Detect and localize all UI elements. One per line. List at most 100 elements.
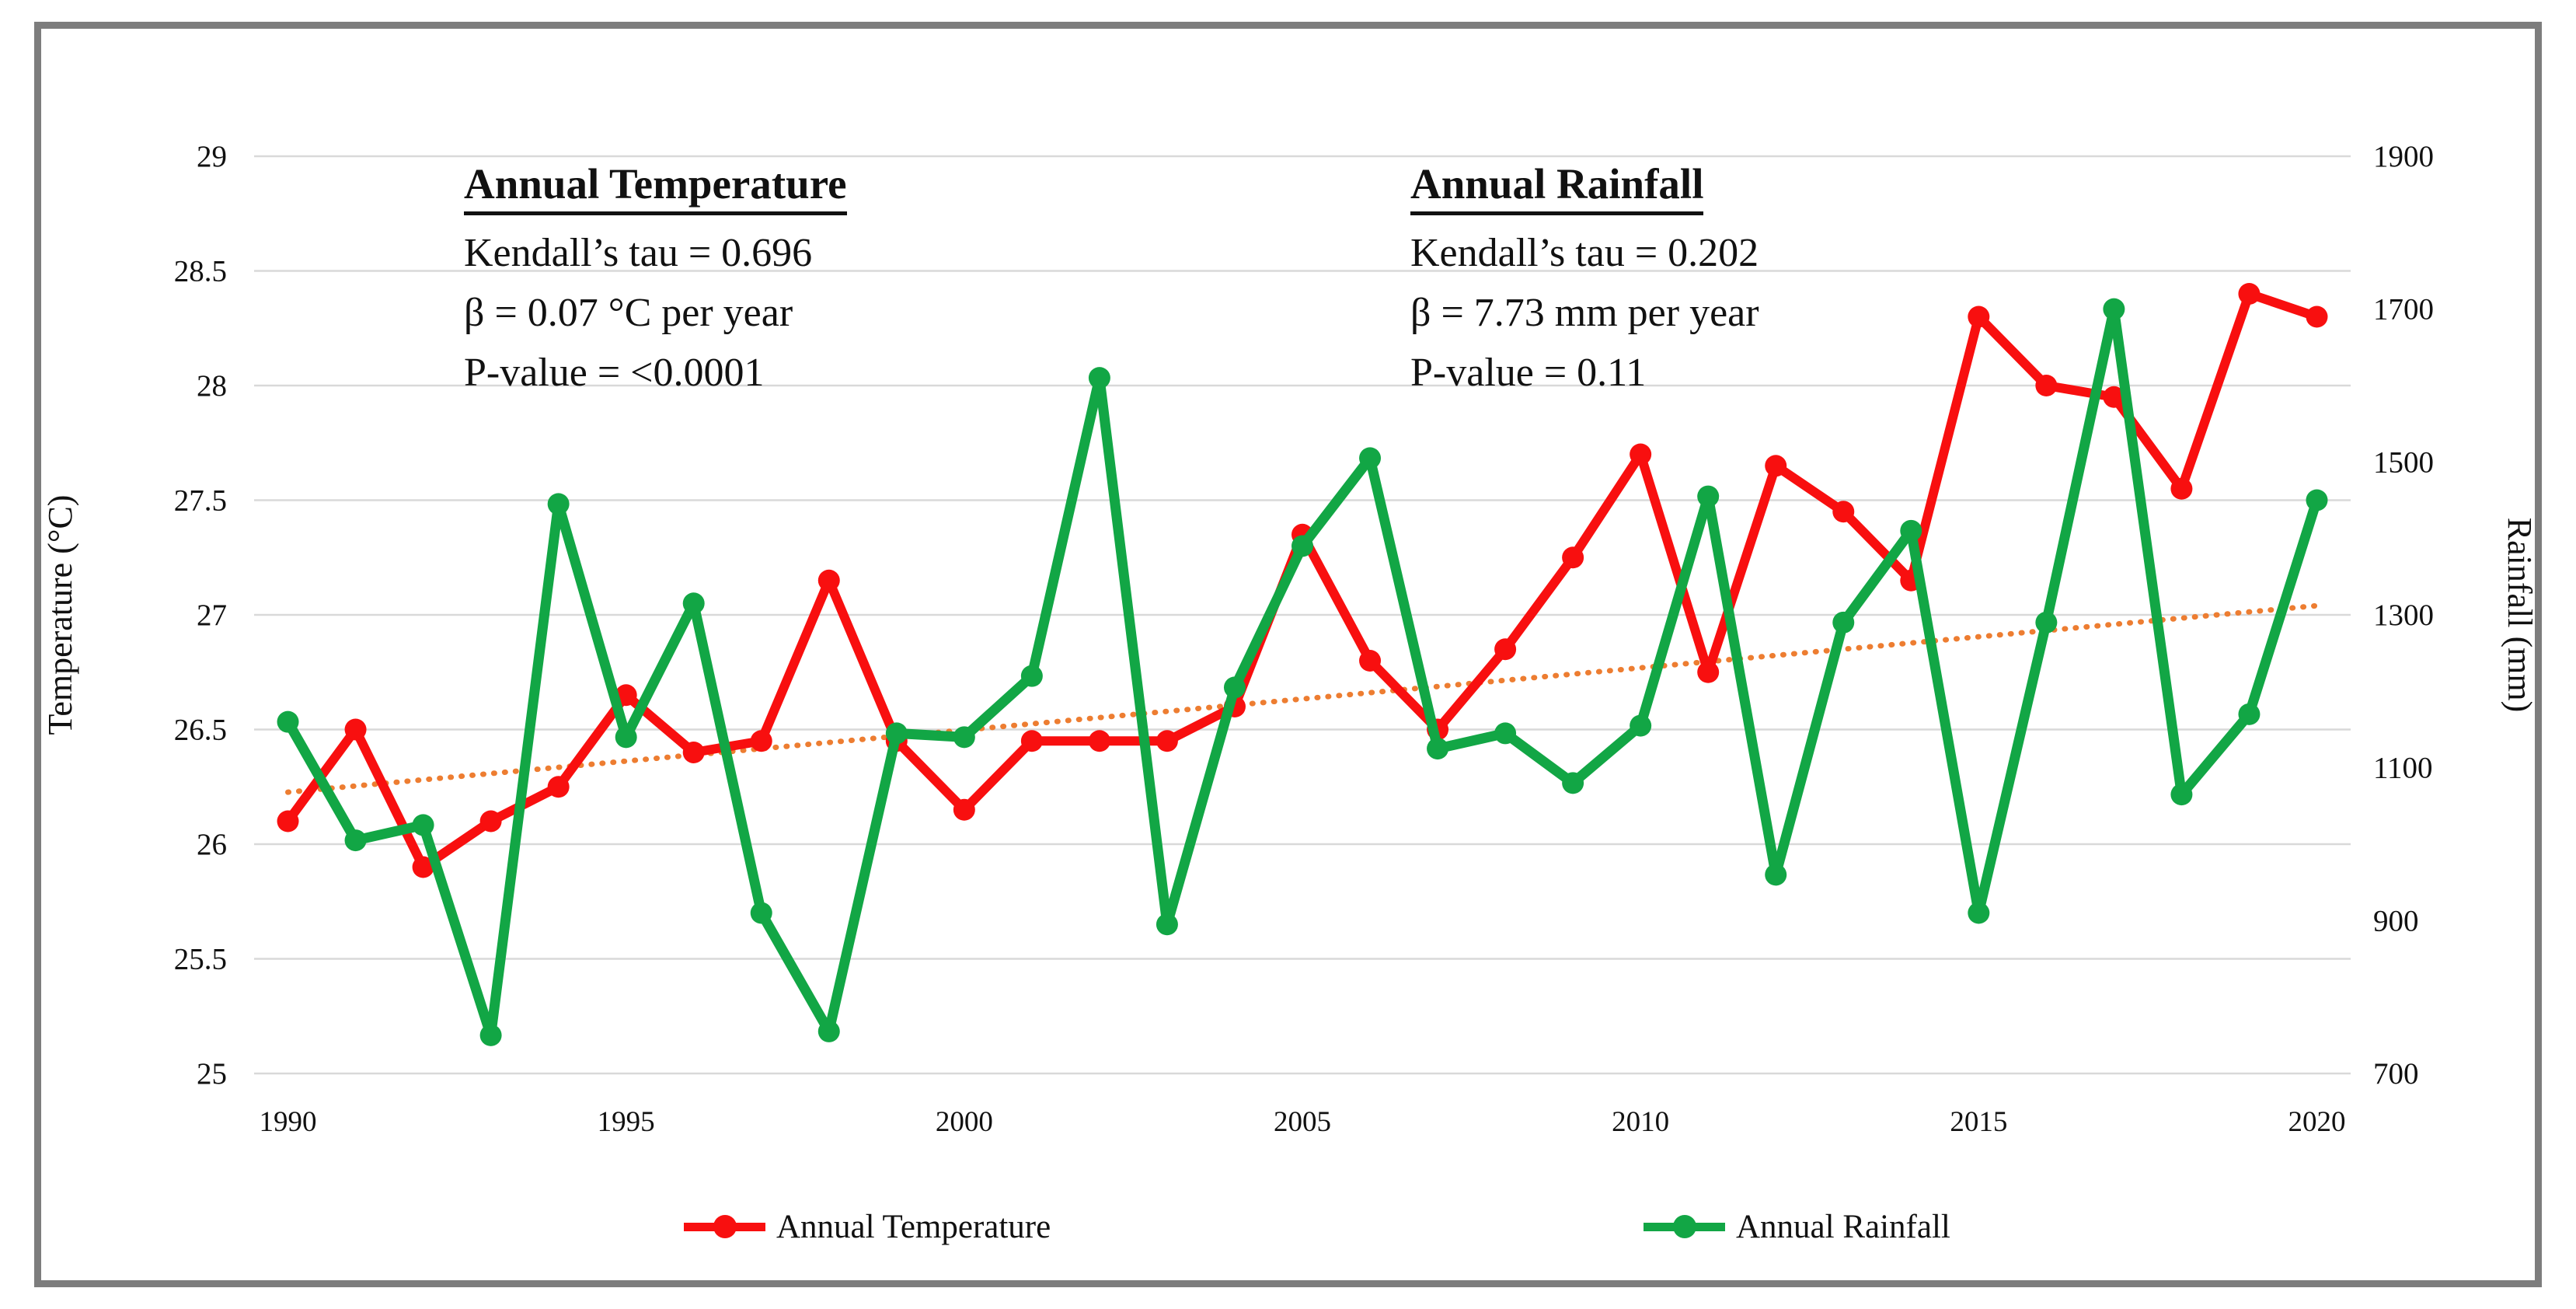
legend-label-annual-rainfall: Annual Rainfall (1736, 1208, 1950, 1245)
temperature-data-point (1088, 730, 1110, 752)
temperature-legend-marker-icon (684, 1215, 765, 1238)
rainfall-data-point (1630, 714, 1652, 737)
rainfall-data-point (547, 493, 570, 515)
rainfall-data-point (885, 722, 908, 745)
rainfall-legend-marker-icon (1644, 1215, 1725, 1238)
rainfall-data-point (1088, 367, 1110, 389)
legend-item-annual-temperature: Annual Temperature (684, 1203, 1051, 1250)
temperature-data-point (1630, 443, 1652, 466)
rainfall-data-point (277, 710, 299, 733)
rainfall-data-point (2306, 489, 2328, 511)
x-axis-tick-label: 2005 (1274, 1106, 1331, 1138)
left-axis-tick-label: 27.5 (174, 484, 227, 518)
rainfall-legend-dot-icon (1672, 1215, 1696, 1238)
rainfall-kendall-tau: Kendall’s tau = 0.202 (1410, 231, 1759, 275)
temperature-data-point (277, 810, 299, 833)
rainfall-series-line (283, 304, 2322, 1041)
rainfall-data-point (1156, 913, 1178, 936)
temperature-kendall-tau: Kendall’s tau = 0.696 (464, 231, 813, 275)
right-axis-tick-label: 1500 (2373, 445, 2434, 479)
left-axis-tick-label: 29 (197, 140, 227, 173)
right-axis-tick-label: 900 (2373, 904, 2419, 937)
rainfall-data-point (1223, 676, 1246, 699)
rainfall-beta-slope: β = 7.73 mm per year (1410, 291, 1759, 335)
left-axis-tick-label: 28.5 (174, 255, 227, 288)
temperature-stats-annotation: Annual Temperature Kendall’s tau = 0.696… (464, 160, 847, 403)
x-axis-tick-label: 1995 (598, 1106, 655, 1138)
temperature-annotation-title: Annual Temperature (464, 160, 847, 215)
rainfall-data-point (479, 1024, 502, 1046)
x-axis-tick-label: 1990 (260, 1106, 317, 1138)
rainfall-data-point (1291, 535, 1313, 557)
right-axis-tick-label: 1900 (2373, 140, 2434, 173)
rainfall-data-point (1832, 611, 1855, 634)
temperature-data-point (1494, 638, 1517, 661)
left-axis-tick-label: 25.5 (174, 943, 227, 976)
left-axis-tick-label: 28 (197, 369, 227, 403)
rainfall-data-point (1968, 902, 1990, 924)
temperature-data-point (1020, 730, 1043, 752)
temperature-data-point (1562, 546, 1584, 569)
rainfall-data-point (1697, 485, 1720, 508)
left-axis-tick-label: 27 (197, 599, 227, 632)
chart-legend: Annual Temperature Annual Rainfall (0, 1203, 2576, 1250)
x-axis-tick-label: 2020 (2288, 1106, 2345, 1138)
rainfall-data-point (2035, 611, 2058, 634)
rainfall-data-point (615, 726, 637, 749)
rainfall-annotation-title: Annual Rainfall (1410, 160, 1704, 215)
x-axis-tick-label: 2000 (936, 1106, 993, 1138)
temperature-data-point (547, 776, 570, 798)
temperature-beta-slope: β = 0.07 °C per year (464, 291, 793, 335)
temperature-data-point (2170, 477, 2193, 500)
rainfall-data-point (2103, 298, 2125, 320)
temperature-legend-dot-icon (713, 1215, 737, 1238)
left-axis-tick-label: 26.5 (174, 714, 227, 747)
right-axis-tick-label: 1700 (2373, 293, 2434, 326)
rainfall-data-point (1494, 722, 1517, 745)
rainfall-data-point (1359, 447, 1382, 469)
temperature-data-point (1697, 661, 1720, 683)
temperature-data-point (479, 810, 502, 833)
rainfall-trendline (285, 602, 2320, 795)
rainfall-data-point (1427, 738, 1449, 760)
rainfall-data-point (682, 592, 705, 615)
rainfall-p-value: P-value = 0.11 (1410, 351, 1647, 395)
rainfall-data-point (1765, 864, 1787, 886)
rainfall-data-point (1562, 772, 1584, 794)
rainfall-data-point (1900, 519, 1922, 542)
temperature-data-point (1765, 455, 1787, 477)
temperature-data-point (412, 856, 434, 878)
left-axis-tick-label: 26 (197, 828, 227, 861)
right-axis-tick-label: 700 (2373, 1057, 2419, 1091)
temperature-data-point (817, 569, 840, 592)
temperature-data-point (2103, 386, 2125, 408)
temperature-data-point (1156, 730, 1178, 752)
rainfall-stats-annotation: Annual Rainfall Kendall’s tau = 0.202 β … (1410, 160, 1759, 403)
left-axis-title: Temperature (°C) (41, 494, 79, 735)
temperature-data-point (2035, 375, 2058, 396)
right-axis-title: Rainfall (mm) (2501, 517, 2539, 713)
legend-item-annual-rainfall: Annual Rainfall (1644, 1203, 1950, 1250)
temperature-data-point (1832, 501, 1855, 523)
temperature-data-point (1359, 650, 1382, 672)
rainfall-data-point (1020, 665, 1043, 687)
rainfall-data-point (750, 902, 772, 924)
rainfall-data-point (2238, 703, 2261, 725)
x-axis-tick-label: 2015 (1950, 1106, 2007, 1138)
x-axis-tick-label: 2010 (1612, 1106, 1669, 1138)
right-axis-tick-label: 1100 (2373, 752, 2433, 785)
temperature-data-point (1968, 305, 1990, 328)
temperature-data-point (682, 742, 705, 763)
left-axis-tick-label: 25 (197, 1057, 227, 1091)
temperature-data-point (750, 730, 772, 752)
temperature-data-point (344, 718, 367, 741)
rainfall-data-point (344, 829, 367, 852)
temperature-data-point (2238, 283, 2261, 305)
right-axis-tick-label: 1300 (2373, 599, 2434, 632)
temperature-data-point (2306, 305, 2328, 328)
rainfall-data-point (817, 1020, 840, 1042)
rainfall-data-point (412, 814, 434, 836)
rainfall-data-point (2170, 784, 2193, 806)
legend-label-annual-temperature: Annual Temperature (776, 1208, 1051, 1245)
